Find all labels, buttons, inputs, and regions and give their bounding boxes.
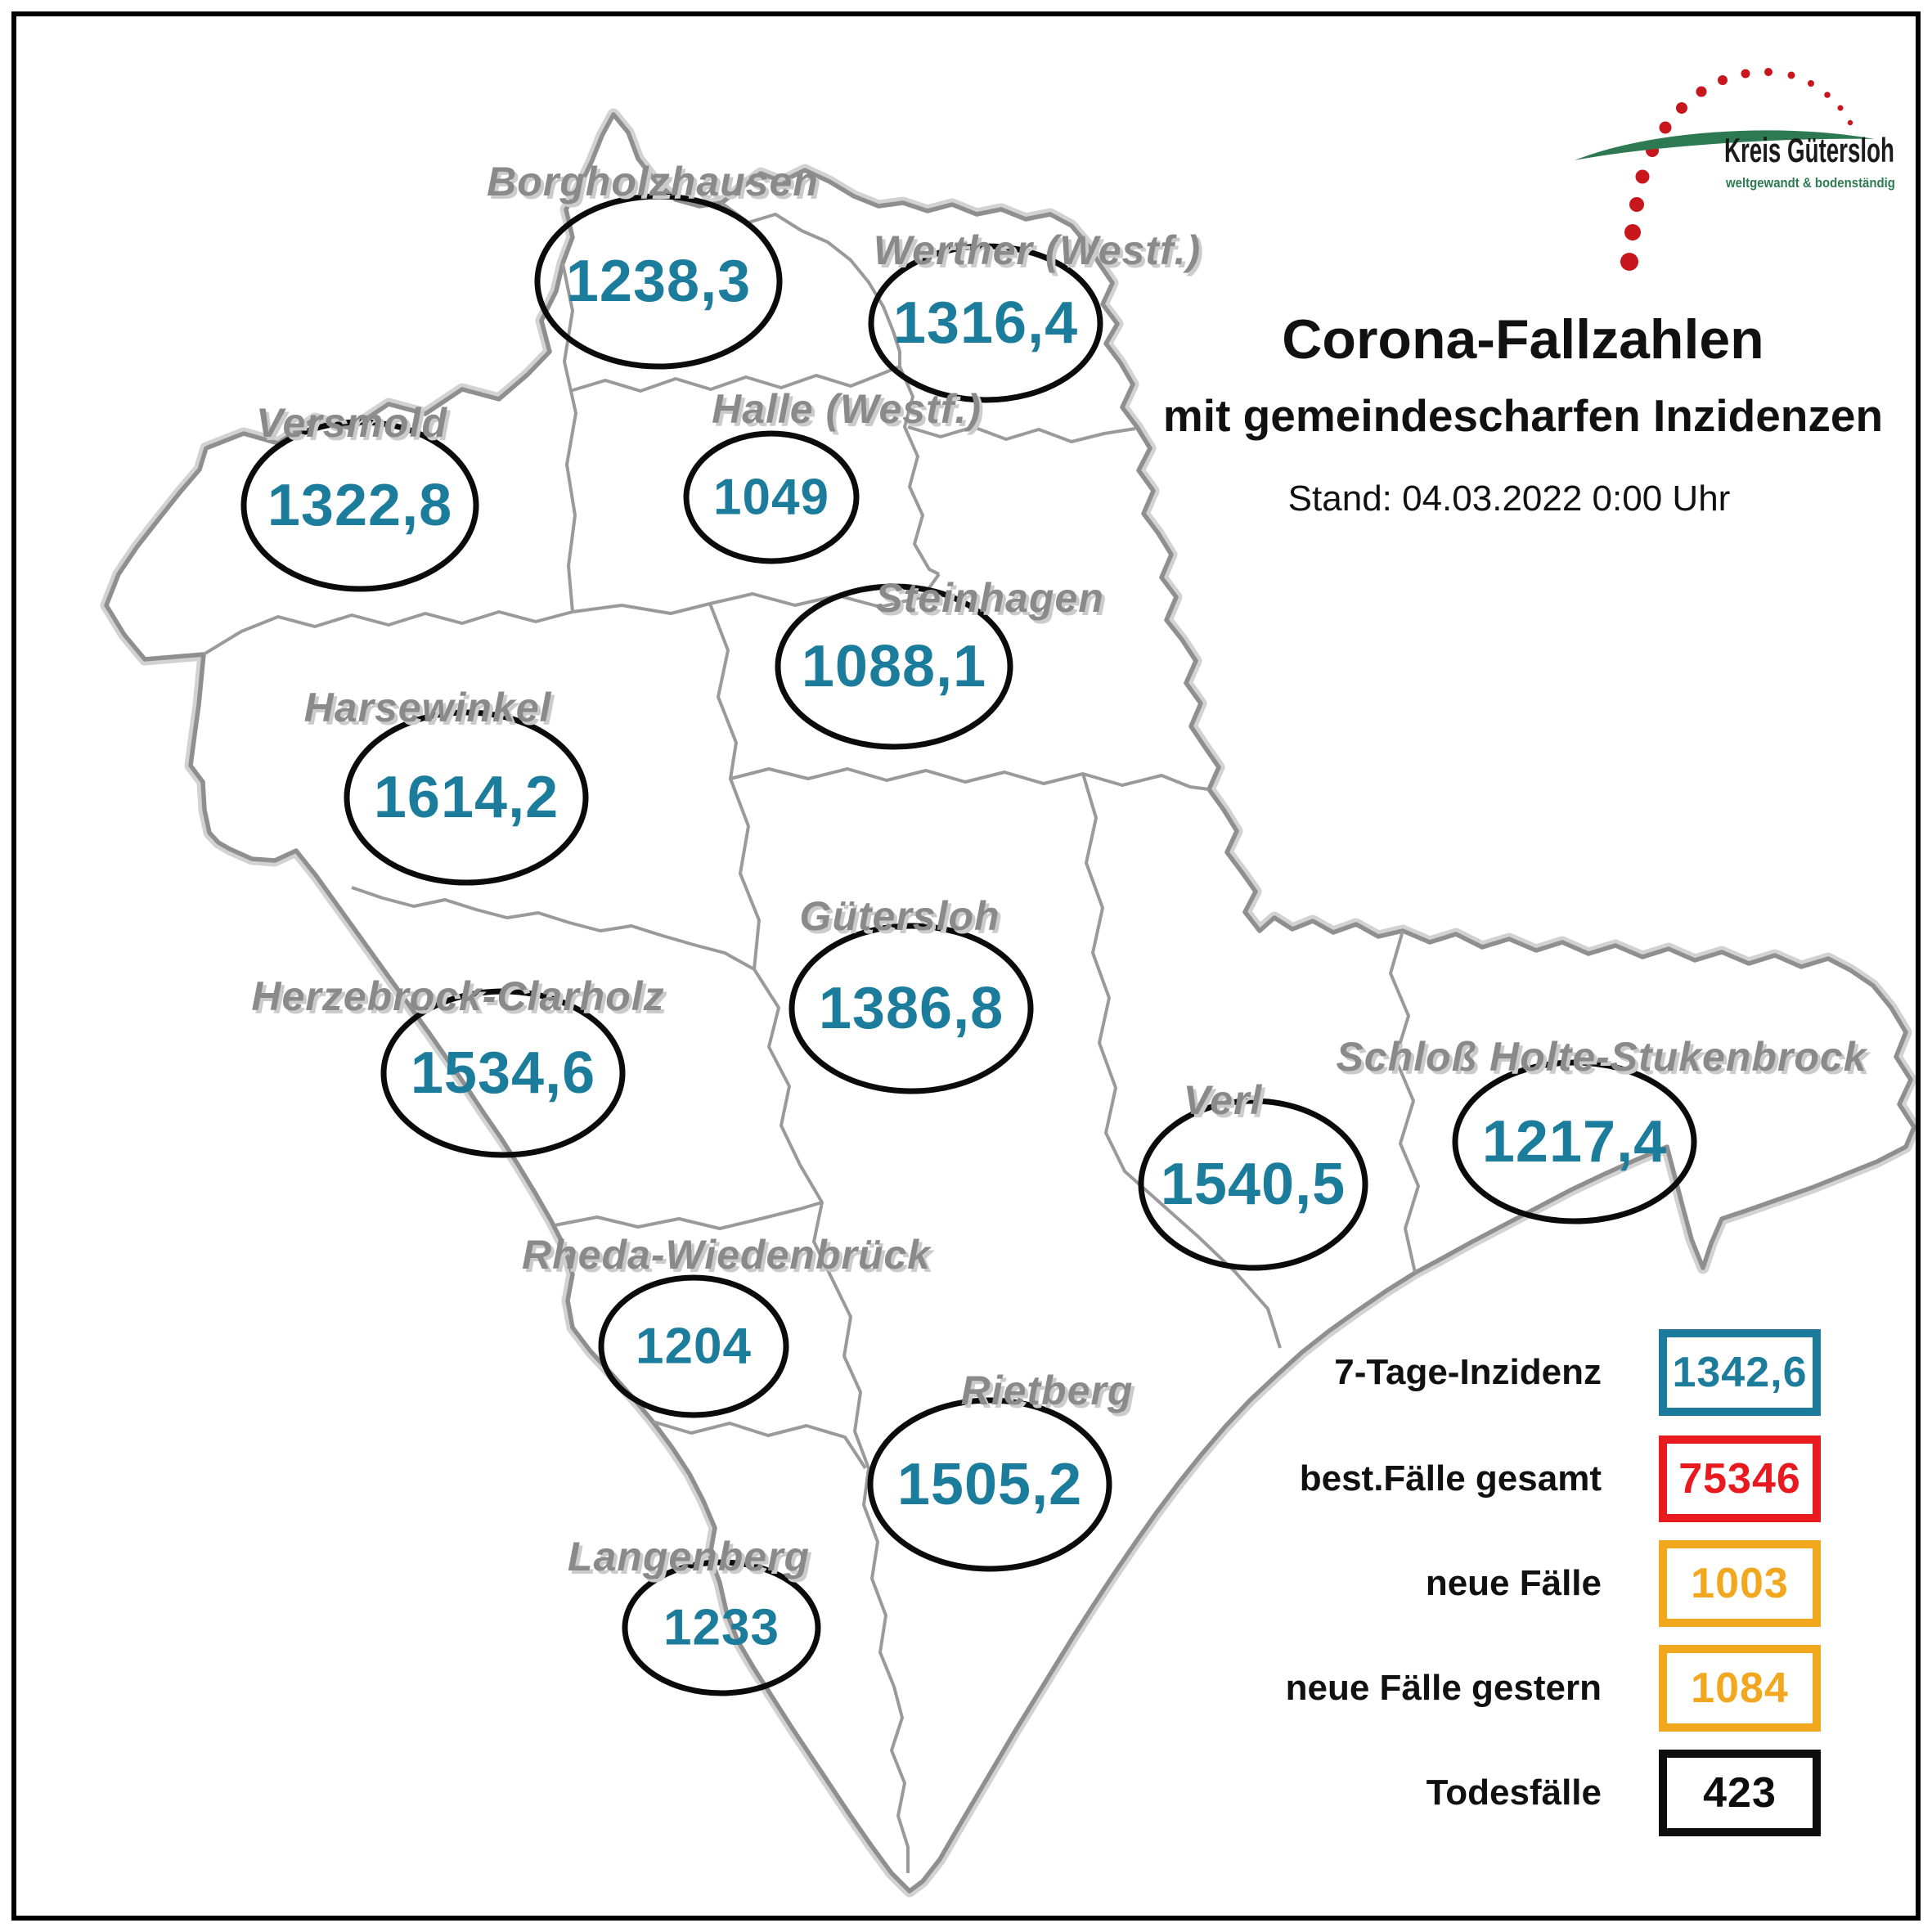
municipality-label-versmold: Versmold: [255, 400, 448, 446]
municipality-label-steinhagen: Steinhagen: [875, 575, 1104, 621]
logo-dot-icon: [1847, 119, 1853, 126]
incidence-ellipse-guetersloh: [789, 923, 1034, 1094]
incidence-value-halle: 1049: [713, 469, 829, 526]
logo-dot-icon: [1741, 69, 1750, 79]
logo-swoosh-icon: [1575, 130, 1875, 160]
incidence-ellipse-borgholzhausen: [534, 193, 783, 370]
logo-dot-icon: [1624, 224, 1641, 240]
incidence-ellipse-schloss-holte-stukenbrock: [1452, 1059, 1697, 1224]
legend-value: 1342,6: [1672, 1349, 1808, 1396]
municipality-label-werther: Werther (Westf.): [873, 227, 1202, 273]
incidence-value-rheda-wiedenbrueck: 1204: [636, 1318, 752, 1375]
logo-dot-icon: [1696, 86, 1707, 97]
legend-value-box: 1084: [1659, 1645, 1821, 1732]
incidence-ellipse-werther: [868, 243, 1103, 403]
logo-dot-arc-icon: [1620, 68, 1853, 271]
legend-value: 1084: [1691, 1665, 1789, 1712]
incidence-value-verl: 1540,5: [1160, 1152, 1346, 1217]
incidence-value-harsewinkel: 1614,2: [373, 765, 559, 830]
incidence-ellipse-harsewinkel: [344, 709, 589, 886]
incidence-value-werther: 1316,4: [892, 290, 1079, 356]
municipality-label-rietberg: Rietberg: [960, 1368, 1134, 1413]
municipality-label-halle: Halle (Westf.): [712, 386, 982, 432]
incidence-value-herzebrock-clarholz: 1534,6: [410, 1040, 596, 1106]
legend-value: 1003: [1691, 1560, 1789, 1607]
logo-dot-icon: [1764, 68, 1772, 76]
data-timestamp: Stand: 04.03.2022 0:00 Uhr: [1287, 479, 1731, 519]
incidence-ellipse-verl: [1138, 1098, 1368, 1271]
logo-tagline: weltgewandt & bodenständig: [1726, 175, 1895, 191]
logo-dot-icon: [1837, 105, 1844, 111]
logo-dot-icon: [1676, 102, 1687, 114]
logo-name: Kreis Gütersloh: [1724, 131, 1894, 169]
logo-dot-icon: [1620, 253, 1638, 271]
logo-dot-icon: [1659, 121, 1672, 134]
incidence-ellipse-langenberg: [622, 1559, 821, 1696]
legend-value-box: 75346: [1659, 1436, 1821, 1522]
municipality-label-verl: Verl: [1183, 1077, 1263, 1123]
municipality-label-harsewinkel: Harsewinkel: [303, 685, 552, 730]
incidence-value-guetersloh: 1386,8: [818, 976, 1004, 1041]
legend-value-box: 423: [1659, 1750, 1821, 1836]
legend-label: neue Fälle: [1425, 1563, 1602, 1603]
incidence-value-schloss-holte-stukenbrock: 1217,4: [1481, 1109, 1668, 1175]
incidence-ellipse-steinhagen: [775, 583, 1013, 750]
incidence-ellipses: [240, 193, 1697, 1696]
incidence-ellipse-versmold: [240, 419, 479, 592]
municipality-label-rheda-wiedenbrueck: Rheda-Wiedenbrück: [522, 1232, 931, 1278]
municipality-label-guetersloh: Gütersloh: [799, 893, 1000, 939]
logo-dot-icon: [1808, 80, 1814, 87]
municipality-label-schloss-holte-stukenbrock: Schloß Holte-Stukenbrock: [1336, 1034, 1867, 1080]
incidence-value-borgholzhausen: 1238,3: [565, 249, 752, 314]
incidence-ellipse-herzebrock-clarholz: [380, 988, 626, 1158]
legend-label: Todesfälle: [1426, 1772, 1602, 1813]
page-title: Corona-Fallzahlen: [1282, 308, 1764, 371]
incidence-value-rietberg: 1505,2: [896, 1452, 1083, 1517]
incidence-value-langenberg: 1233: [663, 1599, 780, 1656]
logo-dot-icon: [1635, 169, 1650, 184]
legend-label: 7-Tage-Inzidenz: [1334, 1352, 1602, 1392]
legend-label: neue Fälle gestern: [1285, 1668, 1602, 1708]
municipality-label-herzebrock-clarholz: Herzebrock-Clarholz: [251, 973, 665, 1019]
incidence-ellipse-halle: [683, 430, 860, 564]
incidence-ellipse-rheda-wiedenbrueck: [598, 1274, 789, 1418]
municipal-boundaries: [202, 201, 1420, 1873]
page-subtitle: mit gemeindescharfen Inzidenzen: [1162, 390, 1884, 441]
legend-value: 75346: [1678, 1455, 1801, 1503]
municipality-label-langenberg: Langenberg: [567, 1534, 811, 1579]
incidence-ellipse-rietberg: [867, 1397, 1112, 1572]
legend-value: 423: [1703, 1769, 1777, 1817]
incidence-value-versmold: 1322,8: [267, 473, 453, 538]
legend-value-box: 1342,6: [1659, 1329, 1821, 1416]
logo-dot-icon: [1824, 92, 1831, 98]
municipality-label-borgholzhausen: Borgholzhausen: [487, 159, 819, 204]
kreis-guetersloh-logo: [1575, 68, 1875, 271]
incidence-value-steinhagen: 1088,1: [801, 634, 987, 699]
logo-dot-icon: [1718, 75, 1728, 85]
logo-dot-icon: [1787, 71, 1795, 79]
legend-label: best.Fälle gesamt: [1299, 1458, 1602, 1498]
legend-value-box: 1003: [1659, 1540, 1821, 1627]
logo-dot-icon: [1629, 197, 1644, 212]
